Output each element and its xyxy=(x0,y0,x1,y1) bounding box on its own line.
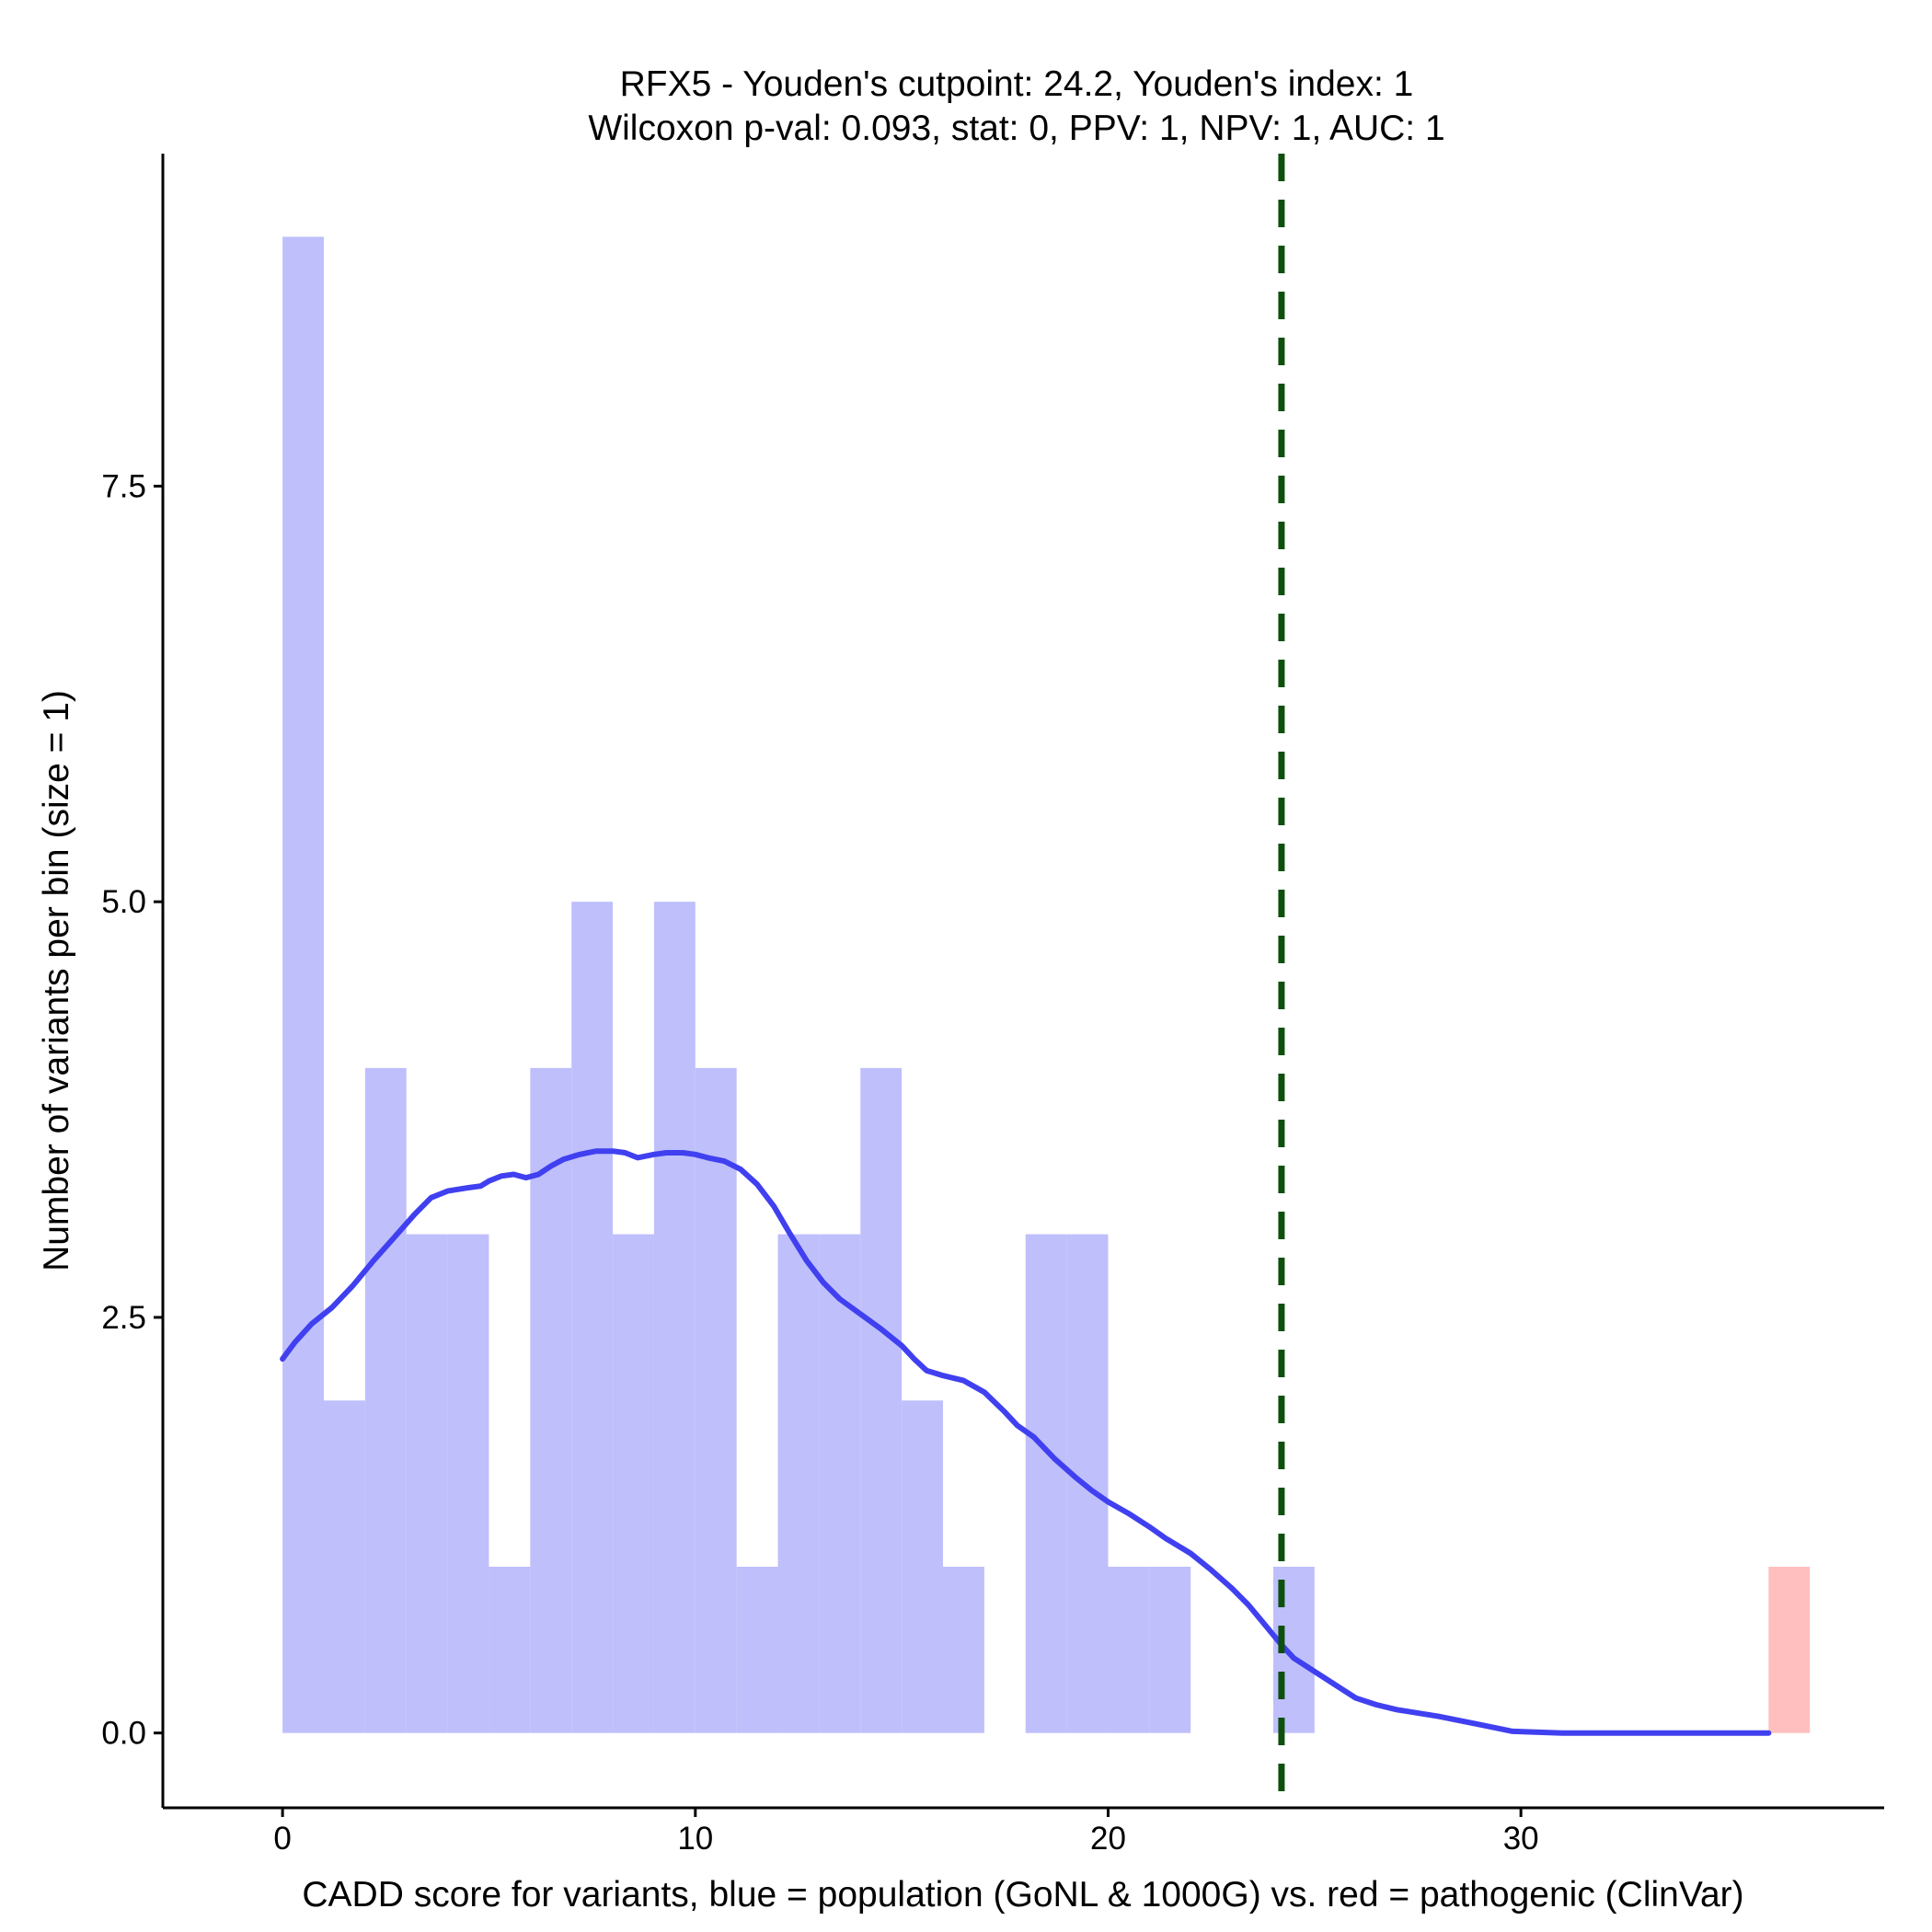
pathogenic-bar-bin-36 xyxy=(1768,1566,1811,1733)
y-tick-label: 2.5 xyxy=(101,1300,146,1336)
population-bar-bin-9 xyxy=(653,902,696,1733)
x-tick-label: 10 xyxy=(677,1821,713,1857)
population-bar-bin-15 xyxy=(902,1400,944,1733)
population-bar-bin-13 xyxy=(819,1234,861,1733)
histogram-bars xyxy=(282,236,1811,1733)
population-bar-bin-0 xyxy=(282,236,324,1733)
population-bar-bin-10 xyxy=(695,1067,737,1733)
population-bar-bin-5 xyxy=(489,1566,531,1733)
population-bar-bin-18 xyxy=(1025,1234,1067,1733)
population-bar-bin-6 xyxy=(530,1067,572,1733)
population-bar-bin-3 xyxy=(406,1234,448,1733)
y-axis-label: Number of variants per bin (size = 1) xyxy=(37,690,76,1271)
population-bar-bin-4 xyxy=(447,1234,489,1733)
population-bar-bin-14 xyxy=(860,1067,903,1733)
population-bar-bin-12 xyxy=(777,1234,820,1733)
population-bar-bin-8 xyxy=(613,1234,654,1733)
x-tick-label: 0 xyxy=(273,1821,291,1857)
x-axis-ticks: 0 10 20 30 xyxy=(273,1808,1539,1857)
chart-title-line-2: Wilcoxon p-val: 0.093, stat: 0, PPV: 1, … xyxy=(588,109,1444,148)
x-tick-label: 20 xyxy=(1090,1821,1126,1857)
chart-title-line-1: RFX5 - Youden's cutpoint: 24.2, Youden's… xyxy=(620,64,1414,104)
population-bar-bin-20 xyxy=(1108,1566,1150,1733)
population-bar-bin-1 xyxy=(323,1400,365,1733)
population-bar-bin-21 xyxy=(1149,1566,1191,1733)
population-bar-bin-2 xyxy=(364,1067,407,1733)
y-tick-label: 5.0 xyxy=(101,884,146,920)
y-tick-label: 7.5 xyxy=(101,468,146,504)
population-bar-bin-16 xyxy=(943,1566,984,1733)
x-tick-label: 30 xyxy=(1503,1821,1539,1857)
population-bar-bin-11 xyxy=(736,1566,778,1733)
y-tick-label: 0.0 xyxy=(101,1716,146,1752)
x-axis-label: CADD score for variants, blue = populati… xyxy=(302,1875,1743,1915)
population-bar-bin-7 xyxy=(571,902,614,1733)
y-axis-ticks: 0.0 2.5 5.0 7.5 xyxy=(101,468,163,1752)
